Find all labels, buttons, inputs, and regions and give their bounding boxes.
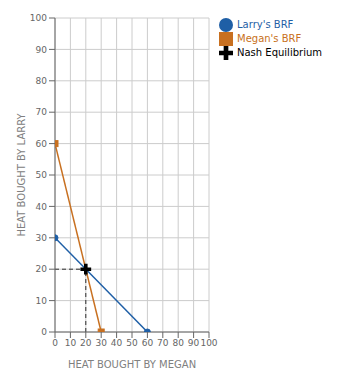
html-text:Megan's BRF: Megan's BRF — [237, 33, 302, 44]
svg-text:60: 60 — [142, 338, 154, 348]
svg-text:70: 70 — [157, 338, 169, 348]
svg-text:HEAT BOUGHT BY MEGAN: HEAT BOUGHT BY MEGAN — [68, 359, 196, 370]
svg-text:40: 40 — [36, 202, 48, 212]
svg-text:60: 60 — [36, 139, 48, 149]
svg-text:20: 20 — [80, 338, 92, 348]
svg-text:80: 80 — [172, 338, 184, 348]
html-text:Larry's BRF: Larry's BRF — [237, 19, 294, 30]
svg-text:30: 30 — [36, 233, 48, 243]
svg-text:10: 10 — [65, 338, 77, 348]
svg-text:90: 90 — [36, 45, 48, 55]
svg-text:40: 40 — [111, 338, 123, 348]
svg-text:HEAT BOUGHT BY LARRY: HEAT BOUGHT BY LARRY — [16, 112, 27, 236]
svg-text:90: 90 — [188, 338, 200, 348]
svg-text:10: 10 — [36, 296, 48, 306]
svg-text:30: 30 — [95, 338, 107, 348]
svg-text:100: 100 — [30, 13, 47, 23]
svg-text:0: 0 — [52, 338, 58, 348]
svg-text:0: 0 — [41, 327, 47, 337]
svg-text:50: 50 — [36, 170, 48, 180]
svg-text:80: 80 — [36, 76, 48, 86]
svg-text:70: 70 — [36, 107, 48, 117]
svg-text:20: 20 — [36, 264, 48, 274]
svg-text:100: 100 — [200, 338, 217, 348]
svg-text:50: 50 — [126, 338, 138, 348]
html-text:Nash Equilibrium: Nash Equilibrium — [237, 47, 322, 58]
